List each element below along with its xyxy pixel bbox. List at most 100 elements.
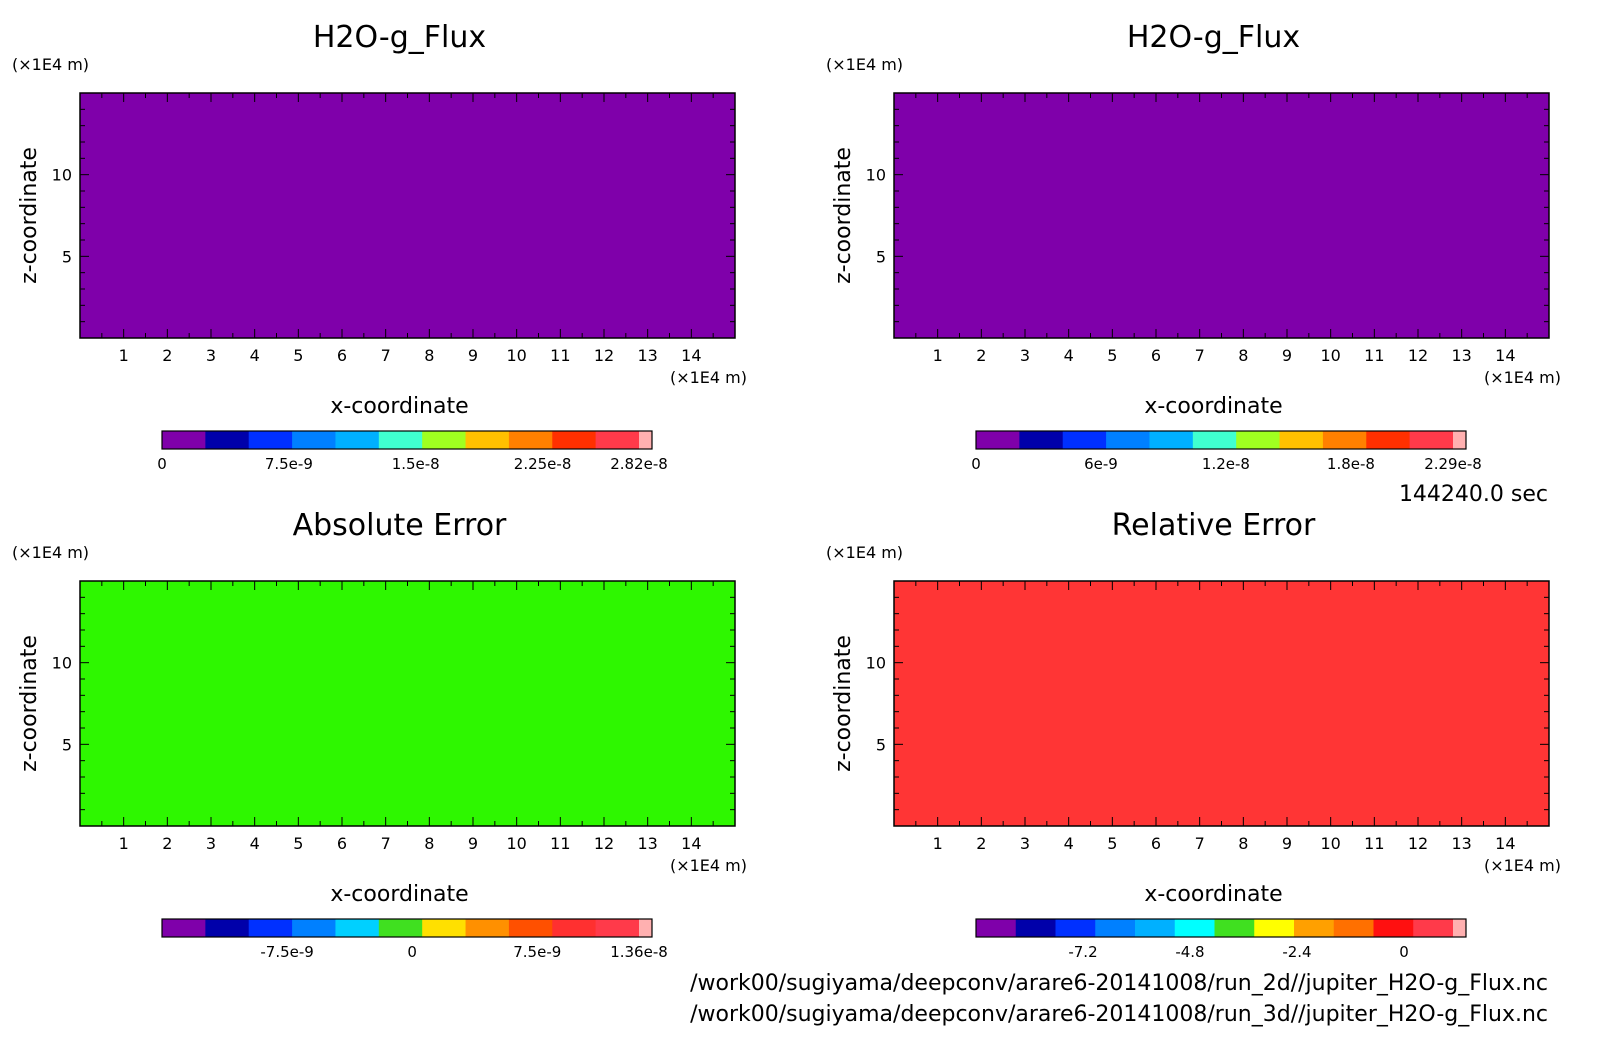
colorbar: -7.5e-9 0 7.5e-9 1.36e-8 [161,918,668,961]
colorbar-segment [1294,919,1335,937]
y-tick-label: 5 [62,735,72,754]
colorbar-segment [1135,919,1176,937]
chart-panel-2: H2O-g_Flux(×1E4 m)1 2 3 4 5 6 7 8 9 10 11 12 13 14510… [826,20,1561,473]
x-unit-label: (×1E4 m) [1484,856,1561,875]
colorbar-segment [1236,431,1281,449]
colorbar-tick-label: -7.5e-9 [260,943,313,961]
x-tick-label: 10 [1320,834,1340,853]
colorbar-segment [1453,919,1467,937]
colorbar-tick-label: 0 [157,455,167,473]
x-tick-label: 4 [1064,834,1074,853]
x-tick-label: 12 [594,834,614,853]
colorbar-segment [1106,431,1150,449]
x-tick-label: 8 [424,834,434,853]
colorbar-segment [465,919,510,937]
x-tick-label: 14 [1495,346,1515,365]
x-axis-label: x-coordinate [1144,882,1282,907]
x-tick-label: 11 [550,346,570,365]
colorbar-segment [1015,919,1056,937]
x-tick-label: 11 [1364,346,1384,365]
colorbar-segment [422,431,467,449]
panels: H2O-g_Flux(×1E4 m)1 2 3 4 5 6 7 8 9 10 11 12 13 14510… [12,20,1561,961]
colorbar-tick-label: 7.5e-9 [513,943,561,961]
colorbar-segment [1413,919,1454,937]
y-unit-label: (×1E4 m) [12,55,89,74]
y-tick-label: 10 [866,654,886,673]
chart-panel-1: H2O-g_Flux(×1E4 m)1 2 3 4 5 6 7 8 9 10 11 12 13 14510… [12,20,747,473]
colorbar-segment [595,919,640,937]
x-tick-label: 6 [1151,346,1161,365]
x-axis-label: x-coordinate [330,882,468,907]
x-tick-label: 6 [337,834,347,853]
colorbar-segment [422,919,467,937]
x-tick-label: 2 [162,834,172,853]
x-tick-label: 8 [1238,834,1248,853]
x-tick-label: 1 [933,346,943,365]
x-tick-label: 5 [1107,834,1117,853]
x-unit-label: (×1E4 m) [1484,368,1561,387]
y-unit-label: (×1E4 m) [12,543,89,562]
x-axis-label: x-coordinate [330,394,468,419]
chart-title: Relative Error [1112,508,1316,543]
x-tick-label: 4 [250,346,260,365]
y-tick-label: 5 [876,247,886,266]
colorbar-segment [335,431,380,449]
y-tick-label: 10 [52,166,72,185]
y-axis-label: z-coordinate [831,147,856,284]
y-tick-label: 5 [876,735,886,754]
colorbar-tick-label: 0 [407,943,417,961]
colorbar-segment [552,919,597,937]
colorbar-segment [378,919,423,937]
colorbar-segment [639,431,653,449]
colorbar-segment [162,431,206,449]
x-tick-label: 10 [506,346,526,365]
x-tick-label: 2 [162,346,172,365]
x-tick-label: 5 [1107,346,1117,365]
y-tick-label: 10 [866,166,886,185]
x-tick-label: 3 [1020,346,1030,365]
colorbar-tick-label: 6e-9 [1084,455,1118,473]
x-tick-label: 9 [1282,834,1292,853]
colorbar-segment [552,431,597,449]
colorbar-segment [1322,431,1367,449]
x-tick-label: 7 [1195,834,1205,853]
colorbar-segment [1373,919,1414,937]
x-tick-label: 13 [1451,346,1471,365]
x-unit-label: (×1E4 m) [670,856,747,875]
colorbar-tick-label: -2.4 [1282,943,1311,961]
y-unit-label: (×1E4 m) [826,543,903,562]
colorbar-tick-label: 2.82e-8 [610,455,668,473]
colorbar-segment [639,919,653,937]
x-tick-label: 13 [637,346,657,365]
colorbar-segment [1019,431,1064,449]
chart-title: H2O-g_Flux [313,20,486,55]
x-tick-label: 13 [637,834,657,853]
colorbar-segment [465,431,510,449]
colorbar-segment [1174,919,1215,937]
x-tick-label: 9 [468,346,478,365]
y-tick-label: 10 [52,654,72,673]
colorbar-tick-label: 1.2e-8 [1202,455,1250,473]
colorbar-frame [161,918,653,938]
colorbar: -7.2 -4.8 -2.4 0 [975,918,1467,961]
colorbar-tick-label: 0 [971,455,981,473]
chart-title: Absolute Error [293,508,507,543]
y-axis-label: z-coordinate [17,147,42,284]
colorbar-tick-label: 1.5e-8 [392,455,440,473]
colorbar-segment [205,431,250,449]
colorbar-tick-label: -7.2 [1068,943,1097,961]
x-tick-label: 10 [506,834,526,853]
x-tick-label: 7 [1195,346,1205,365]
y-axis-label: z-coordinate [17,635,42,772]
colorbar-segment [1453,431,1467,449]
colorbar-segment [248,919,293,937]
colorbar-segment [378,431,423,449]
colorbar-frame [161,430,653,450]
x-tick-label: 14 [681,346,701,365]
colorbar-tick-label: 2.25e-8 [514,455,572,473]
colorbar-tick-label: -4.8 [1175,943,1204,961]
x-tick-label: 9 [1282,346,1292,365]
colorbar-segment [976,919,1017,937]
colorbar-segment [248,431,293,449]
x-tick-label: 3 [206,346,216,365]
